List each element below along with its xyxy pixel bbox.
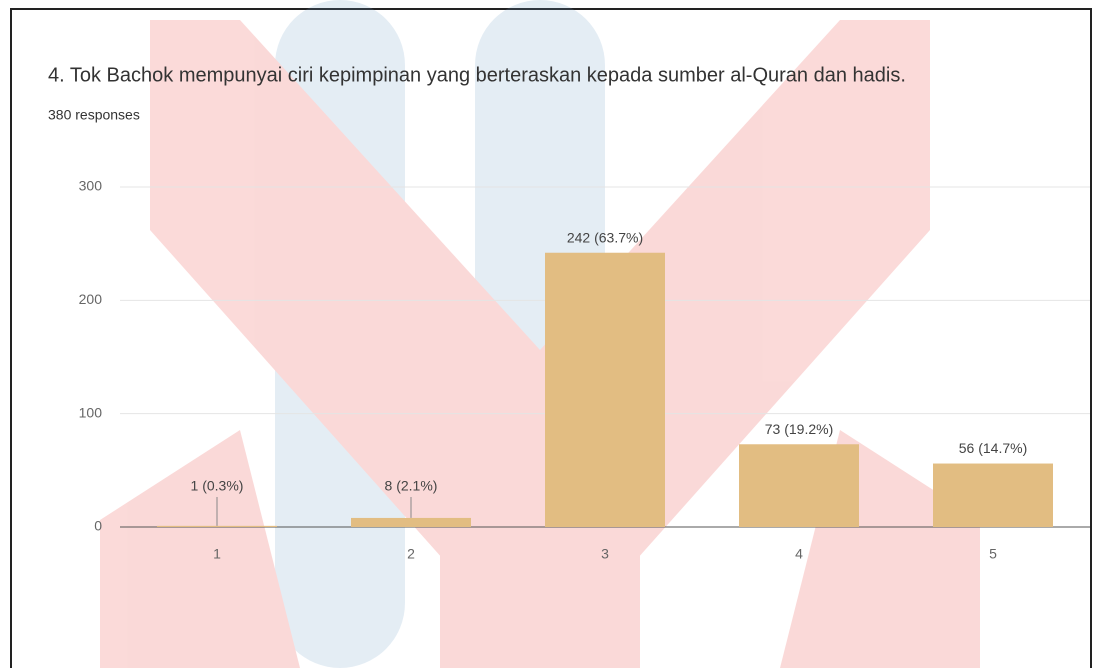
data-label: 56 (14.7%) bbox=[959, 440, 1027, 456]
x-tick-label: 2 bbox=[407, 546, 415, 562]
bar bbox=[739, 444, 859, 527]
bar bbox=[157, 525, 277, 527]
bar bbox=[933, 463, 1053, 527]
y-tick-label: 300 bbox=[79, 178, 103, 194]
bar bbox=[351, 517, 471, 527]
watermark-shape bbox=[150, 20, 640, 668]
x-tick-label: 4 bbox=[795, 546, 803, 562]
watermark-shape bbox=[100, 430, 300, 668]
x-tick-label: 3 bbox=[601, 546, 609, 562]
data-label: 73 (19.2%) bbox=[765, 421, 833, 437]
x-tick-label: 1 bbox=[213, 546, 221, 562]
data-label: 242 (63.7%) bbox=[567, 229, 643, 245]
data-label: 1 (0.3%) bbox=[191, 478, 244, 494]
y-tick-label: 200 bbox=[79, 291, 103, 307]
y-tick-label: 100 bbox=[79, 404, 103, 420]
x-tick-label: 5 bbox=[989, 546, 997, 562]
bar bbox=[545, 252, 665, 527]
chart-title: 4. Tok Bachok mempunyai ciri kepimpinan … bbox=[48, 64, 906, 86]
y-tick-label: 0 bbox=[94, 518, 102, 534]
watermark-stripe bbox=[275, 0, 405, 668]
chart-subtitle: 380 responses bbox=[48, 107, 140, 123]
data-label: 8 (2.1%) bbox=[385, 478, 438, 494]
